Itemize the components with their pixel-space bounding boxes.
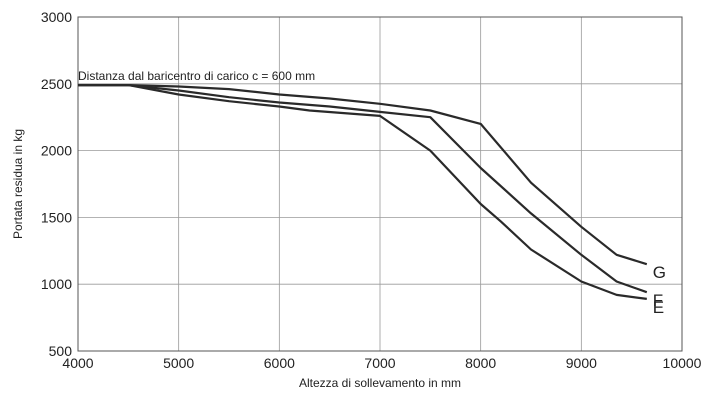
series-line-g [78,83,648,266]
series-line-e [78,83,647,300]
x-axis-title: Altezza di sollevamento in mm [299,376,461,390]
series-label-f: F [653,291,663,310]
x-axis: 4000 5000 6000 7000 8000 9000 10000 [62,355,701,371]
x-tick-label: 10000 [663,355,702,371]
y-tick-label: 3000 [41,9,72,25]
y-axis-title: Portata residua in kg [11,129,25,239]
series-label-g: G [653,263,666,282]
x-tick-label: 7000 [364,355,395,371]
series-label-e: E [653,298,664,317]
x-tick-label: 5000 [163,355,194,371]
y-tick-label: 2000 [41,143,72,159]
y-axis: 500 1000 1500 2000 2500 3000 [41,9,72,359]
y-tick-label: 1500 [41,209,72,225]
series-line-f [78,83,648,294]
grid [77,16,683,352]
x-tick-label: 9000 [566,355,597,371]
y-tick-label: 500 [49,343,73,359]
x-tick-label: 4000 [62,355,93,371]
x-tick-label: 8000 [465,355,496,371]
series-group: GFE [78,83,666,317]
chart-annotation: Distanza dal baricentro di carico c = 60… [78,69,315,83]
y-tick-label: 2500 [41,76,72,92]
x-tick-label: 6000 [264,355,295,371]
y-tick-label: 1000 [41,276,72,292]
plot-frame [77,16,683,352]
